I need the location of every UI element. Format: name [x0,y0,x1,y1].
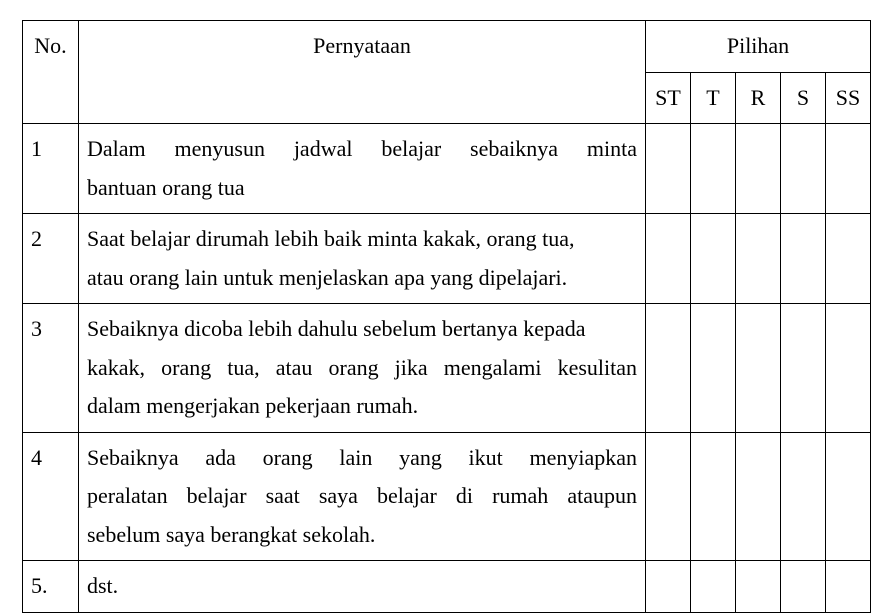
statement-line: Sebaiknya ada orang lain yang ikut menyi… [87,439,637,478]
statement-line: sebelum saya berangkat sekolah. [87,516,637,555]
cell-statement: dst. [79,561,646,613]
cell-choice-s[interactable] [781,124,826,214]
cell-choice-st[interactable] [646,124,691,214]
table-row: 5. dst. [23,561,871,613]
table-row: 1 Dalam menyusun jadwal belajar sebaikny… [23,124,871,214]
cell-choice-r[interactable] [736,214,781,304]
cell-choice-t[interactable] [691,561,736,613]
cell-choice-st[interactable] [646,561,691,613]
header-choice-t: T [691,72,736,124]
cell-choice-ss[interactable] [826,124,871,214]
statement-line: atau orang lain untuk menjelaskan apa ya… [87,259,637,298]
cell-choice-t[interactable] [691,124,736,214]
table-header-row-1: No. Pernyataan Pilihan [23,21,871,73]
statement-line: dst. [87,567,637,606]
cell-choice-ss[interactable] [826,432,871,561]
statement-line: bantuan orang tua [87,169,637,208]
table-row: 2 Saat belajar dirumah lebih baik minta … [23,214,871,304]
cell-choice-s[interactable] [781,432,826,561]
table-row: 4 Sebaiknya ada orang lain yang ikut men… [23,432,871,561]
cell-choice-r[interactable] [736,124,781,214]
header-choice-ss: SS [826,72,871,124]
cell-statement: Sebaiknya ada orang lain yang ikut menyi… [79,432,646,561]
statement-line: kakak, orang tua, atau orang jika mengal… [87,349,637,388]
cell-choice-st[interactable] [646,432,691,561]
cell-no: 2 [23,214,79,304]
statement-line: dalam mengerjakan pekerjaan rumah. [87,387,637,426]
cell-choice-ss[interactable] [826,561,871,613]
cell-choice-r[interactable] [736,432,781,561]
cell-choice-t[interactable] [691,214,736,304]
cell-choice-t[interactable] [691,432,736,561]
statement-line: Sebaiknya dicoba lebih dahulu sebelum be… [87,310,637,349]
statement-line: Dalam menyusun jadwal belajar sebaiknya … [87,130,637,169]
cell-choice-ss[interactable] [826,214,871,304]
header-no: No. [23,21,79,124]
cell-no: 3 [23,304,79,433]
statement-line: peralatan belajar saat saya belajar di r… [87,477,637,516]
cell-choice-s[interactable] [781,304,826,433]
cell-choice-ss[interactable] [826,304,871,433]
cell-no: 5. [23,561,79,613]
header-choice-s: S [781,72,826,124]
cell-choice-r[interactable] [736,561,781,613]
header-choice-st: ST [646,72,691,124]
header-statement: Pernyataan [79,21,646,124]
cell-choice-st[interactable] [646,304,691,433]
cell-no: 4 [23,432,79,561]
questionnaire-table: No. Pernyataan Pilihan ST T R S SS 1 Dal… [22,20,871,613]
cell-choice-t[interactable] [691,304,736,433]
statement-line: Saat belajar dirumah lebih baik minta ka… [87,220,637,259]
cell-statement: Sebaiknya dicoba lebih dahulu sebelum be… [79,304,646,433]
cell-statement: Dalam menyusun jadwal belajar sebaiknya … [79,124,646,214]
header-choice-group: Pilihan [646,21,871,73]
cell-choice-st[interactable] [646,214,691,304]
cell-statement: Saat belajar dirumah lebih baik minta ka… [79,214,646,304]
header-choice-r: R [736,72,781,124]
cell-no: 1 [23,124,79,214]
cell-choice-s[interactable] [781,561,826,613]
table-row: 3 Sebaiknya dicoba lebih dahulu sebelum … [23,304,871,433]
cell-choice-r[interactable] [736,304,781,433]
cell-choice-s[interactable] [781,214,826,304]
